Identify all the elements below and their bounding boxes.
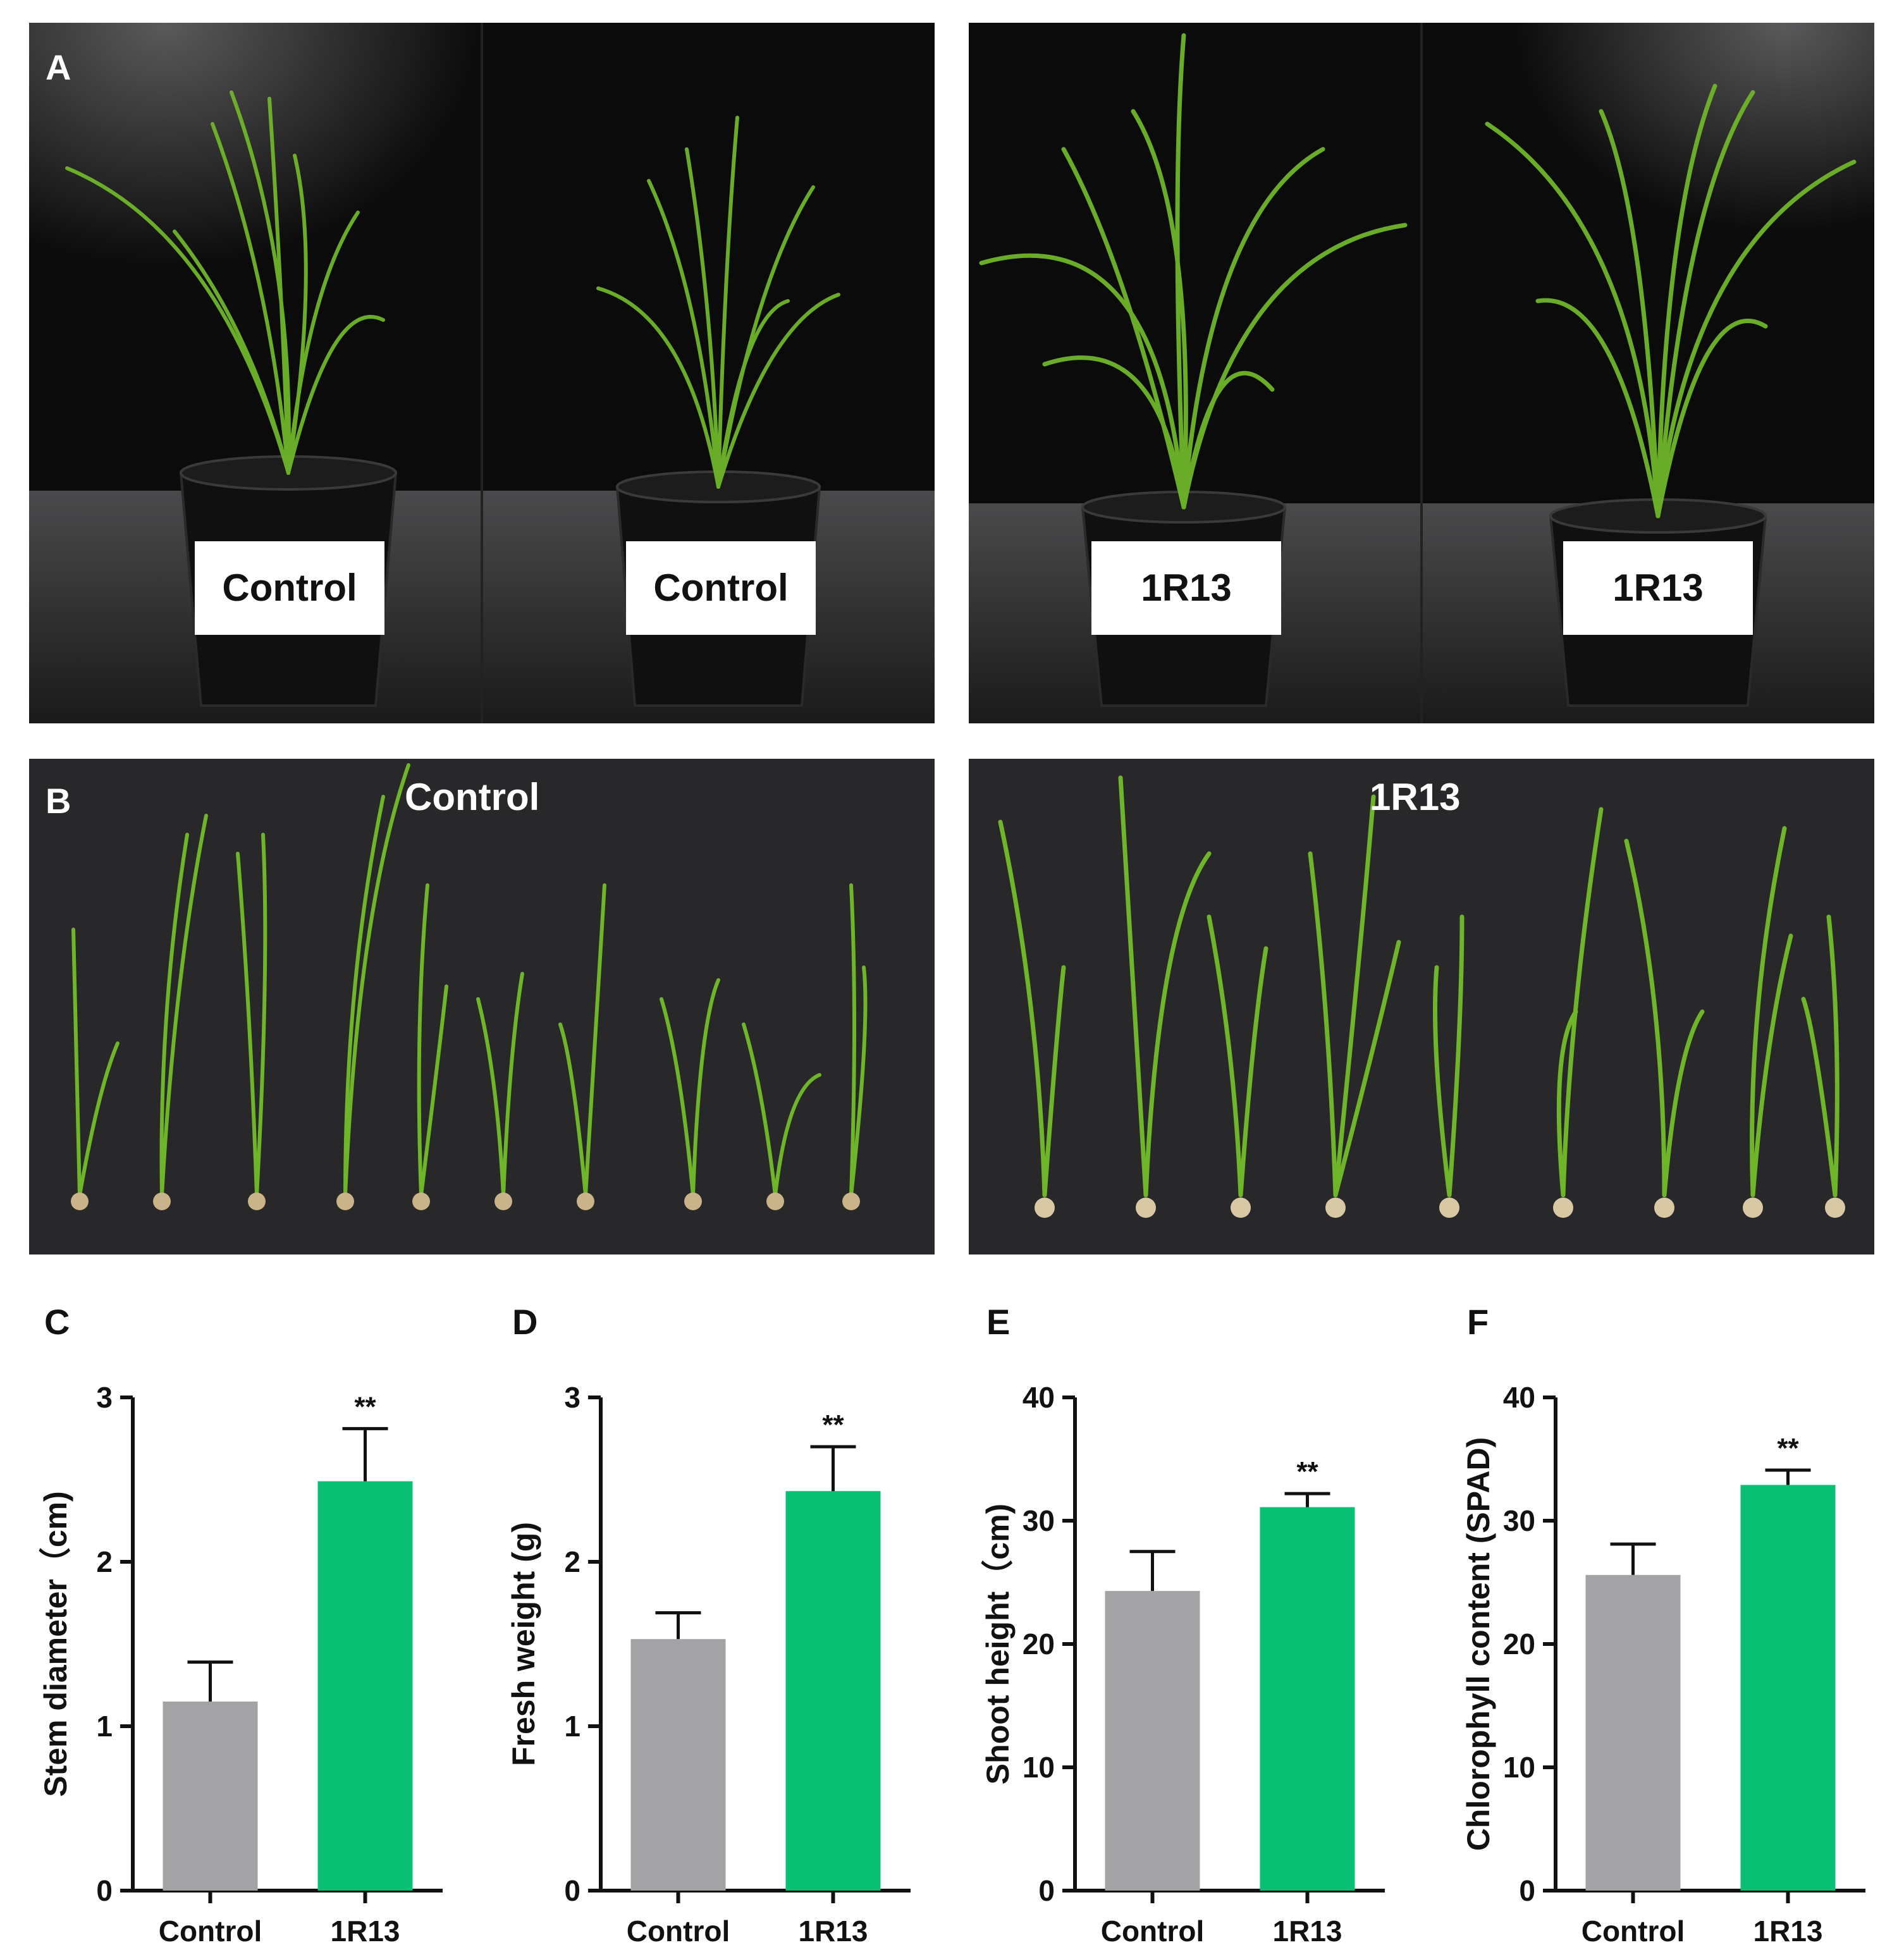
chart-svg-d: D Fresh weight (g) 0 1 2 3 Control 1R13 ** xyxy=(506,1302,911,1948)
y-axis-title: Shoot height（cm) xyxy=(980,1504,1016,1784)
bar-chart-f: F Chlorophyll content (SPAD) 0 10 20 30 40 Cont… xyxy=(1423,1284,1891,1954)
x-tick-label: Control xyxy=(627,1915,730,1948)
y-tick-label: 30 xyxy=(1503,1504,1535,1537)
panel-b-photo-control xyxy=(29,759,935,1255)
y-tick-label: 1 xyxy=(564,1710,580,1743)
bar-0 xyxy=(163,1702,258,1891)
y-tick-label: 40 xyxy=(1023,1381,1055,1414)
panel-b-photo-1r13 xyxy=(969,759,1874,1255)
bar-chart-e: E Shoot height（cm) 0 10 20 30 40 Control 1R13 ** xyxy=(942,1284,1410,1954)
bar-1 xyxy=(785,1491,881,1891)
bar-0 xyxy=(630,1639,726,1891)
pot-label-1r13-1: 1R13 xyxy=(1091,541,1281,635)
y-tick-label: 2 xyxy=(96,1545,113,1578)
significance-label: ** xyxy=(1296,1456,1318,1487)
y-axis-title: Chlorophyll content (SPAD) xyxy=(1461,1437,1496,1851)
y-tick-label: 40 xyxy=(1503,1381,1535,1414)
panel-letter-b: B xyxy=(46,781,71,821)
y-tick-label: 20 xyxy=(1503,1628,1535,1660)
control-seedlings-photo xyxy=(29,759,935,1255)
significance-label: ** xyxy=(1777,1433,1799,1464)
chart-svg-f: F Chlorophyll content (SPAD) 0 10 20 30 40 Cont… xyxy=(1461,1302,1865,1948)
y-tick-label: 30 xyxy=(1023,1504,1055,1537)
y-tick-label: 3 xyxy=(564,1381,580,1414)
bar-chart-c: C Stem diameter（cm) 0 1 2 3 Control 1R13 ** xyxy=(0,1284,468,1954)
y-tick-label: 2 xyxy=(564,1545,580,1578)
pot-label-control-1: Control xyxy=(195,541,384,635)
x-tick-label: Control xyxy=(159,1915,262,1948)
y-tick-label: 1 xyxy=(96,1710,113,1743)
bar-1 xyxy=(317,1481,413,1891)
x-tick-label: 1R13 xyxy=(331,1915,400,1948)
pot-label-control-2: Control xyxy=(626,541,816,635)
panel-letter-c: C xyxy=(44,1302,70,1342)
seedlings-title-control: Control xyxy=(405,776,540,818)
y-tick-label: 0 xyxy=(1038,1874,1055,1907)
x-tick-label: Control xyxy=(1101,1915,1205,1948)
y-tick-label: 0 xyxy=(564,1874,580,1907)
panel-letter-d: D xyxy=(512,1302,537,1342)
treatment-seedlings-photo xyxy=(969,759,1874,1255)
y-axis-title: Stem diameter（cm) xyxy=(38,1491,73,1797)
y-tick-label: 20 xyxy=(1023,1628,1055,1660)
significance-label: ** xyxy=(354,1391,376,1422)
seedlings-title-1r13: 1R13 xyxy=(1370,776,1461,818)
bar-1 xyxy=(1740,1485,1836,1891)
x-tick-label: 1R13 xyxy=(1273,1915,1342,1948)
y-tick-label: 0 xyxy=(1519,1874,1535,1907)
x-tick-label: 1R13 xyxy=(799,1915,868,1948)
y-tick-label: 10 xyxy=(1023,1751,1055,1784)
pot-label-1r13-2: 1R13 xyxy=(1563,541,1753,635)
panel-letter-a: A xyxy=(46,47,71,87)
bar-0 xyxy=(1105,1591,1200,1891)
significance-label: ** xyxy=(822,1409,844,1440)
x-tick-label: Control xyxy=(1582,1915,1685,1948)
chart-svg-c: C Stem diameter（cm) 0 1 2 3 Control 1R13 ** xyxy=(38,1302,443,1948)
y-tick-label: 10 xyxy=(1503,1751,1535,1784)
panel-letter-e: E xyxy=(986,1302,1010,1342)
bar-0 xyxy=(1585,1574,1681,1891)
x-tick-label: 1R13 xyxy=(1754,1915,1823,1948)
y-axis-title: Fresh weight (g) xyxy=(506,1522,541,1766)
bar-1 xyxy=(1260,1507,1355,1891)
bar-chart-d: D Fresh weight (g) 0 1 2 3 Control 1R13 ** xyxy=(468,1284,936,1954)
chart-svg-e: E Shoot height（cm) 0 10 20 30 40 Control 1R13 ** xyxy=(980,1302,1385,1948)
y-tick-label: 0 xyxy=(96,1874,113,1907)
y-tick-label: 3 xyxy=(96,1381,113,1414)
panel-letter-f: F xyxy=(1467,1302,1489,1342)
